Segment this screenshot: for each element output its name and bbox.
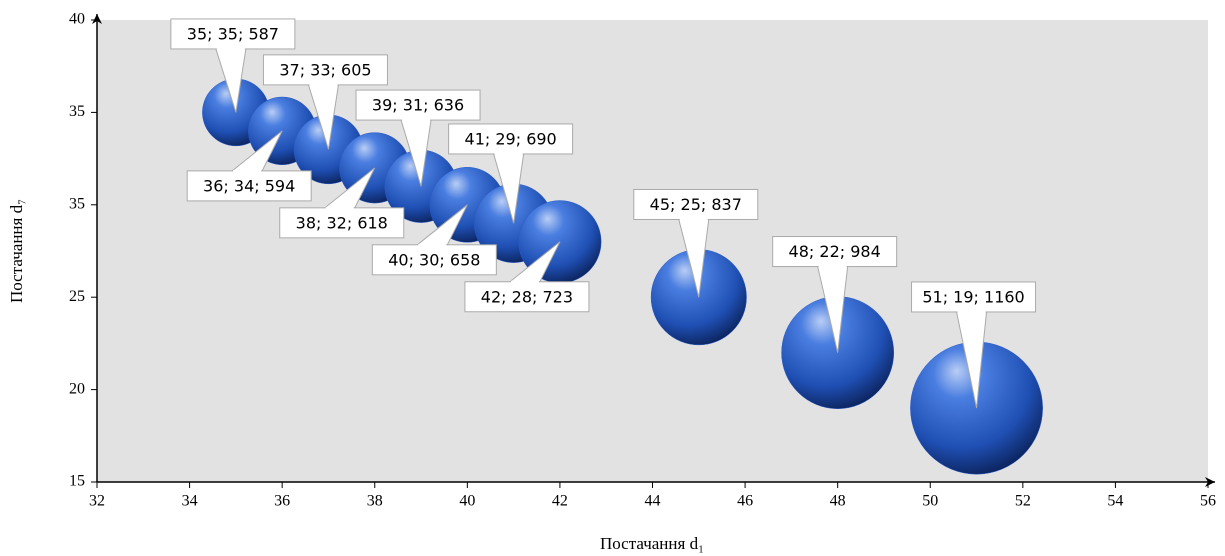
data-label: 45; 25; 837 (650, 195, 742, 214)
callout-seam (418, 243, 447, 246)
x-tick-label: 46 (737, 493, 753, 510)
data-label: 35; 35; 587 (187, 24, 279, 43)
y-tick-label: 15 (69, 473, 85, 490)
y-arrow (92, 14, 102, 24)
data-labels: 35; 35; 587 36; 34; 594 37; 33; 605 38; 32;… (170, 18, 1037, 409)
x-tick-label: 56 (1200, 493, 1216, 510)
callout-seam (957, 310, 986, 313)
callout-box (170, 18, 296, 50)
x-tick-label: 52 (1015, 493, 1031, 510)
x-tick-label: 54 (1107, 493, 1123, 510)
callout-seam (818, 265, 847, 268)
y-tick-label: 25 (69, 288, 85, 305)
data-label: 51; 19; 1160 (922, 287, 1024, 306)
callout-seam (494, 152, 523, 155)
callout-box (448, 123, 574, 155)
data-label: 40; 30; 658 (388, 250, 480, 269)
y-tick-label: 20 (69, 380, 85, 397)
callout-seam (325, 206, 354, 209)
callout-box (772, 236, 898, 268)
y-tick-label: 35 (69, 195, 85, 212)
data-label: 42; 28; 723 (481, 287, 573, 306)
callout-seam (309, 83, 338, 86)
y-tick-label: 40 (69, 11, 85, 28)
x-axis-title: Постачання d₁ (600, 534, 704, 553)
x-tick-label: 48 (830, 493, 846, 510)
callout-seam (233, 169, 262, 172)
x-tick-label: 44 (645, 493, 661, 510)
y-tick-label: 35 (69, 103, 85, 120)
x-tick-label: 32 (89, 493, 105, 510)
y-axis-title: Постачання d₇ (7, 199, 26, 303)
callout-box (279, 207, 405, 239)
data-label: 41; 29; 690 (465, 129, 557, 148)
callout-box (262, 54, 388, 86)
x-tick-label: 34 (182, 493, 198, 510)
callout-box (355, 89, 481, 121)
callout-box (911, 281, 1037, 313)
data-label: 48; 22; 984 (789, 242, 881, 261)
callout-seam (402, 119, 431, 122)
data-label: 37; 33; 605 (279, 60, 371, 79)
callout-box (371, 244, 497, 276)
callout-seam (679, 218, 708, 221)
x-tick-label: 36 (274, 493, 290, 510)
x-tick-label: 50 (922, 493, 938, 510)
callout-box (464, 281, 590, 313)
data-label: 36; 34; 594 (203, 176, 295, 195)
x-tick-label: 38 (367, 493, 383, 510)
data-label: 38; 32; 618 (296, 213, 388, 232)
x-tick-label: 40 (459, 493, 475, 510)
x-tick-label: 42 (552, 493, 568, 510)
callout-seam (510, 280, 539, 283)
callout-seam (216, 47, 245, 50)
data-label: 39; 31; 636 (372, 96, 464, 115)
